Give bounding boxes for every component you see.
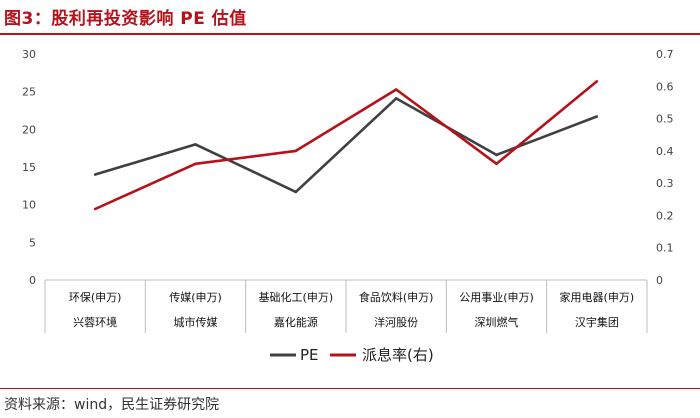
- series-line-pe: [94, 97, 598, 194]
- left-axis-tick-label: 20: [22, 123, 36, 136]
- left-axis-tick-label: 25: [22, 86, 36, 99]
- right-axis-tick-label: 0.2: [656, 209, 674, 222]
- data-point: [93, 207, 97, 211]
- right-axis-tick-label: 0.6: [656, 80, 674, 93]
- category-label: 家用电器(申万): [560, 290, 635, 304]
- data-point: [595, 115, 599, 118]
- category-label: 基础化工(申万): [259, 290, 334, 304]
- legend-label: PE: [300, 346, 319, 364]
- data-point: [495, 153, 498, 157]
- data-point: [93, 173, 97, 176]
- data-point: [294, 149, 298, 153]
- category-label: 公用事业(申万): [459, 291, 534, 304]
- data-point: [595, 80, 599, 83]
- legend-label: 派息率(右): [362, 346, 434, 364]
- subcategory-label: 汉宇集团: [575, 315, 619, 329]
- source-note: 资料来源：wind，民生证券研究院: [4, 397, 220, 413]
- category-label: 环保(申万): [69, 290, 122, 304]
- subcategory-label: 洋河股份: [374, 315, 418, 329]
- subcategory-label: 嘉化能源: [274, 315, 318, 329]
- right-axis-tick-label: 0.5: [656, 113, 674, 126]
- left-axis-tick-label: 10: [22, 199, 36, 212]
- right-axis-tick-label: 0.7: [656, 48, 674, 61]
- category-label: 传媒(申万): [169, 291, 222, 304]
- right-axis-tick-label: 0.4: [656, 145, 674, 158]
- subcategory-label: 深圳燃气: [475, 315, 519, 329]
- right-axis-tick-label: 0: [656, 274, 663, 287]
- subcategory-label: 城市传媒: [174, 315, 218, 329]
- category-label: 食品饮料(申万): [359, 290, 434, 304]
- right-axis-tick-label: 0.3: [656, 177, 674, 190]
- subcategory-label: 兴蓉环境: [73, 315, 117, 329]
- line-chart: 0 5 10 15 20 25 30 0 0.1 0.2 0.3 0.4 0.5 0.6 0.7 环保(申万)…: [22, 48, 674, 364]
- data-point: [495, 162, 498, 166]
- left-axis-tick-label: 0: [29, 274, 36, 287]
- data-point: [194, 143, 197, 146]
- data-point: [194, 162, 197, 166]
- data-point: [394, 88, 398, 91]
- source-divider: [0, 388, 700, 389]
- left-axis-tick-label: 5: [29, 236, 36, 249]
- data-point: [394, 97, 398, 100]
- left-axis-tick-label: 30: [22, 48, 36, 61]
- data-point: [294, 190, 298, 194]
- right-axis-tick-label: 0.1: [656, 242, 674, 255]
- title-divider: [0, 33, 700, 35]
- figure-title: 图3：股利再投资影响 PE 估值: [4, 9, 247, 29]
- series-line-payout-ratio: [94, 80, 598, 211]
- left-axis-tick-label: 15: [22, 161, 36, 174]
